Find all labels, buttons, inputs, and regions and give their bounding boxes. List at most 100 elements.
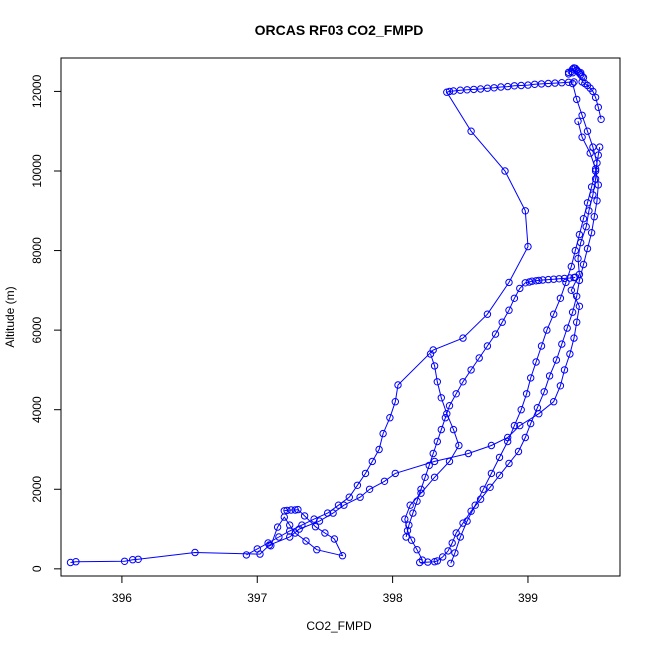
data-point	[401, 515, 409, 523]
data-point	[433, 437, 441, 446]
data-point	[471, 501, 479, 509]
data-point	[338, 552, 347, 560]
data-point	[467, 366, 475, 374]
data-point	[294, 505, 302, 514]
y-tick-label: 8000	[30, 237, 44, 264]
data-point	[563, 324, 571, 332]
data-point	[596, 143, 604, 151]
data-point	[504, 437, 512, 446]
data-point	[464, 449, 473, 458]
series-line	[405, 276, 576, 538]
data-point	[505, 306, 513, 314]
data-point	[594, 181, 602, 189]
data-point	[498, 318, 506, 326]
data-point	[413, 546, 421, 554]
data-point	[298, 521, 306, 529]
data-point	[571, 246, 579, 255]
data-point	[375, 445, 383, 454]
data-point	[329, 509, 337, 517]
series-4	[416, 117, 602, 567]
data-point	[573, 292, 581, 300]
data-point	[573, 318, 581, 326]
data-point	[467, 507, 475, 515]
data-point	[273, 523, 282, 531]
y-tick-label: 10000	[30, 154, 44, 188]
data-series	[66, 64, 605, 567]
y-tick-label: 2000	[30, 476, 44, 503]
data-point	[368, 457, 376, 466]
data-point	[425, 461, 433, 470]
data-point	[505, 459, 513, 468]
data-point	[495, 471, 504, 479]
data-point	[570, 78, 578, 86]
series-line	[419, 121, 599, 563]
data-point	[527, 374, 535, 382]
data-point	[558, 340, 566, 348]
data-point	[443, 88, 451, 96]
data-point	[459, 334, 467, 342]
y-tick-label: 12000	[30, 74, 44, 108]
data-point	[577, 69, 585, 77]
series-line	[450, 147, 601, 564]
data-point	[564, 70, 573, 78]
data-point	[417, 489, 425, 497]
data-point	[445, 457, 454, 466]
data-point	[487, 441, 496, 450]
data-point	[521, 207, 529, 215]
data-point	[575, 302, 584, 310]
data-point	[379, 429, 387, 438]
data-point	[525, 278, 533, 286]
data-point	[253, 545, 261, 553]
data-point	[421, 473, 429, 481]
data-point	[487, 469, 496, 478]
data-point	[409, 509, 417, 517]
data-point	[566, 274, 574, 282]
data-point	[321, 529, 329, 537]
data-point	[587, 183, 596, 191]
data-point	[537, 342, 546, 350]
data-point	[486, 483, 494, 491]
data-point	[120, 557, 129, 565]
data-point	[594, 151, 602, 159]
series-7	[564, 64, 588, 82]
data-point	[483, 342, 492, 350]
data-point	[575, 276, 584, 285]
data-point	[310, 515, 318, 523]
data-point	[242, 551, 251, 559]
data-point	[447, 559, 455, 567]
data-point	[533, 404, 542, 412]
data-point	[522, 390, 531, 398]
data-point	[505, 278, 513, 287]
data-point	[591, 93, 600, 102]
data-point	[323, 509, 332, 517]
data-point	[583, 199, 592, 207]
y-axis: 0 2000 4000 6000 8000 10000 12000	[30, 74, 62, 572]
data-point	[286, 521, 294, 529]
data-point	[433, 378, 441, 386]
data-point	[448, 539, 456, 547]
x-tick-label: 397	[247, 591, 267, 605]
data-point	[550, 275, 558, 283]
x-tick-label: 398	[383, 591, 403, 605]
data-point	[463, 517, 471, 525]
data-point	[365, 485, 374, 493]
data-point	[391, 398, 399, 406]
data-point	[495, 453, 504, 462]
data-point	[134, 555, 142, 563]
data-point	[345, 493, 353, 501]
data-point	[444, 547, 452, 555]
series-5	[447, 143, 604, 567]
plot-frame	[60, 57, 621, 577]
x-tick-label: 399	[518, 591, 538, 605]
data-point	[540, 388, 548, 396]
data-point	[510, 421, 519, 430]
data-point	[521, 279, 529, 287]
data-point	[467, 127, 475, 135]
data-point	[597, 115, 605, 124]
data-point	[283, 506, 291, 515]
data-point	[543, 326, 551, 334]
data-point	[406, 501, 414, 509]
data-point	[313, 546, 321, 554]
data-point	[455, 441, 463, 450]
